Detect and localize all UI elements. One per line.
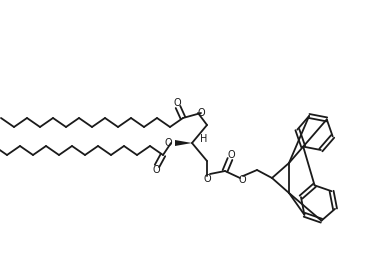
Text: O: O [238, 175, 246, 185]
Text: O: O [164, 138, 172, 148]
Text: O: O [227, 150, 235, 160]
Text: O: O [197, 108, 205, 118]
Text: O: O [203, 174, 211, 184]
Text: H: H [200, 134, 207, 144]
Text: O: O [173, 98, 181, 108]
Polygon shape [175, 140, 192, 146]
Text: O: O [152, 165, 160, 175]
